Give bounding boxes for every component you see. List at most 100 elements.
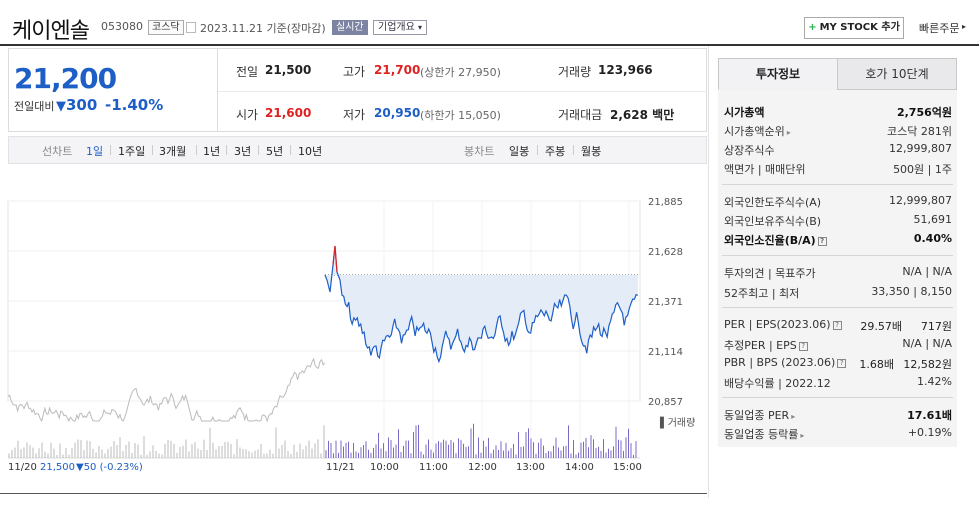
divider bbox=[290, 145, 291, 155]
sector-per-label[interactable]: 동일업종 PER ▸ bbox=[724, 407, 795, 423]
pbr-value: 1.68배 bbox=[859, 358, 894, 371]
market-badge: 코스닥 bbox=[148, 20, 184, 35]
candle-daily[interactable]: 일봉 bbox=[509, 145, 530, 158]
open-label: 시가 bbox=[236, 108, 259, 122]
dividend-value: 1.42% bbox=[917, 375, 952, 388]
corp-info-label: 기업개요 bbox=[378, 22, 415, 33]
high-label: 고가 bbox=[343, 65, 366, 79]
prev-close-label: 전일 bbox=[236, 65, 259, 79]
period-5y[interactable]: 5년 bbox=[266, 145, 284, 158]
volume-label: ▌거래량 bbox=[659, 416, 695, 429]
candle-monthly[interactable]: 월봉 bbox=[581, 145, 602, 158]
corp-info-button[interactable]: 기업개요 ▾ bbox=[373, 20, 428, 35]
period-1d[interactable]: 1일 bbox=[86, 145, 104, 158]
quick-order-link[interactable]: 빠른주문 bbox=[919, 22, 960, 35]
below-ref-area bbox=[325, 246, 638, 362]
x-tick-label: 11:00 bbox=[419, 462, 448, 473]
y-tick-label: 20,857 bbox=[648, 397, 683, 408]
prev-day-date: 11/20 bbox=[8, 462, 37, 473]
52w-value: 33,350 | 8,150 bbox=[871, 285, 952, 298]
help-icon[interactable]: ? bbox=[837, 358, 847, 368]
foreign-limit-value: 12,999,807 bbox=[889, 194, 952, 207]
add-mystock-button[interactable]: + MY STOCK 추가 bbox=[804, 17, 904, 39]
caret-right-icon: ▸ bbox=[791, 412, 796, 421]
high-value: 21,700 bbox=[374, 63, 421, 77]
divider bbox=[110, 145, 111, 155]
period-3m[interactable]: 3개월 bbox=[159, 145, 187, 158]
chevron-down-icon: ▾ bbox=[418, 23, 423, 32]
divider bbox=[722, 255, 953, 256]
low-value: 20,950 bbox=[374, 106, 421, 120]
volume-label: 거래량 bbox=[558, 65, 592, 79]
amount-value: 2,628 백만 bbox=[610, 106, 674, 123]
per-eps-text: PER | EPS(2023.06) bbox=[724, 318, 831, 331]
sector-change-label[interactable]: 동일업종 등락률 ▸ bbox=[724, 426, 804, 442]
y-tick-label: 21,628 bbox=[648, 247, 683, 258]
per-value: 29.57배 bbox=[860, 320, 902, 333]
amount-number: 2,628 bbox=[610, 108, 648, 122]
listed-shares-label: 상장주식수 bbox=[724, 144, 775, 157]
market-cap-rank-label[interactable]: 시가총액순위 ▸ bbox=[724, 123, 791, 139]
down-arrow-icon: ▼ bbox=[56, 99, 66, 114]
open-value: 21,600 bbox=[265, 106, 312, 120]
opinion-value: N/A | N/A bbox=[902, 265, 952, 278]
prev-close-value: 21,500 bbox=[265, 63, 312, 77]
chart-toolbar bbox=[8, 136, 707, 164]
stock-name: 케이엔솔 bbox=[12, 19, 90, 44]
intraday-chart[interactable]: 21,885 21,628 21,371 21,114 20,857 ▌거래량 11/21 1… bbox=[0, 180, 707, 480]
dividend-label: 배당수익률 | 2022.12 bbox=[724, 377, 831, 390]
market-cap-value: 2,756억원 bbox=[896, 106, 952, 119]
page-header bbox=[0, 0, 979, 46]
divider bbox=[218, 91, 707, 92]
period-1w[interactable]: 1주일 bbox=[118, 145, 146, 158]
pbr-bps-text: PBR | BPS (2023.06) bbox=[724, 356, 836, 369]
divider bbox=[722, 397, 953, 398]
period-10y[interactable]: 10년 bbox=[298, 145, 323, 158]
divider bbox=[537, 145, 538, 155]
realtime-badge[interactable]: 실시간 bbox=[332, 20, 368, 35]
diff-rate: -1.40% bbox=[105, 96, 164, 114]
tab-order-book[interactable]: 호가 10단계 bbox=[837, 58, 957, 90]
divider bbox=[226, 145, 227, 155]
candle-weekly[interactable]: 주봉 bbox=[545, 145, 566, 158]
help-icon[interactable]: ? bbox=[832, 320, 842, 330]
stock-code: 053080 bbox=[101, 20, 143, 33]
divider bbox=[573, 145, 574, 155]
est-per-label[interactable]: 추정PER | EPS? bbox=[724, 337, 808, 353]
sector-change-text: 동일업종 등락률 bbox=[724, 428, 799, 441]
pbr-bps-label[interactable]: PBR | BPS (2023.06)? bbox=[724, 356, 847, 369]
period-3y[interactable]: 3년 bbox=[234, 145, 252, 158]
sector-change-value: +0.19% bbox=[907, 426, 952, 439]
market-cap-label: 시가총액 bbox=[724, 106, 765, 119]
divider bbox=[196, 145, 197, 155]
divider bbox=[722, 184, 953, 185]
lower-limit: (하한가 15,050) bbox=[420, 109, 501, 122]
foreign-limit-label: 외국인한도주식수(A) bbox=[724, 196, 822, 209]
diff-change: ▼300 bbox=[56, 96, 97, 114]
bottom-border bbox=[0, 493, 707, 494]
prev-day-value: 21,500 bbox=[40, 462, 75, 473]
date-text: 2023.11.21 기준(장마감) bbox=[200, 22, 326, 35]
divider bbox=[722, 307, 953, 308]
bps-value: 12,582원 bbox=[903, 358, 952, 371]
sector-per-value: 17.61배 bbox=[907, 409, 952, 422]
volume-value: 123,966 bbox=[598, 63, 653, 77]
today-price-line bbox=[324, 245, 639, 364]
foreign-ratio-label[interactable]: 외국인소진율(B/A)? bbox=[724, 232, 827, 248]
period-1y[interactable]: 1년 bbox=[203, 145, 221, 158]
est-per-text: 추정PER | EPS bbox=[724, 339, 797, 352]
prev-day-change: ▼50 (-0.23%) bbox=[76, 462, 143, 473]
help-icon[interactable]: ? bbox=[798, 341, 808, 351]
divider bbox=[258, 145, 259, 155]
low-label: 저가 bbox=[343, 108, 366, 122]
amount-label: 거래대금 bbox=[558, 108, 603, 122]
diff-value: 300 bbox=[66, 96, 98, 114]
y-tick-label: 21,114 bbox=[648, 347, 683, 358]
current-price: 21,200 bbox=[14, 62, 117, 95]
caret-right-icon: ▸ bbox=[786, 128, 791, 137]
tab-invest-info[interactable]: 투자정보 bbox=[718, 58, 838, 90]
help-icon[interactable]: ? bbox=[817, 236, 827, 246]
per-eps-label[interactable]: PER | EPS(2023.06)? bbox=[724, 318, 842, 331]
opinion-label: 투자의견 | 목표주가 bbox=[724, 267, 816, 280]
par-value-label: 액면가 | 매매단위 bbox=[724, 163, 806, 176]
